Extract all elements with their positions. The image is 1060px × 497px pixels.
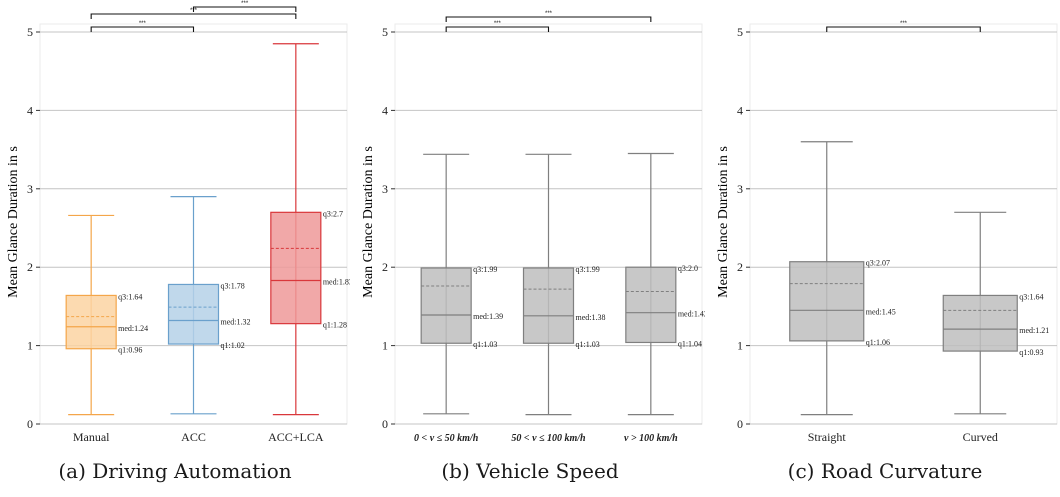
- chart-svg: 0 1 2 3 4 5 q3:1.99 med:1.39 q1:1.03 0 < v ≤ 50 k…: [382, 11, 705, 444]
- q1-label: q1:1.28: [323, 321, 347, 330]
- median-label: med:1.24: [118, 324, 148, 333]
- x-tick-label: 50 < v ≤ 100 km/h: [511, 433, 586, 444]
- y-tick-label: 3: [27, 182, 33, 196]
- q3-label: q3:2.0: [678, 264, 698, 273]
- q3-label: q3:1.99: [576, 265, 600, 274]
- q1-label: q1:1.06: [866, 338, 890, 347]
- iqr-box: [420, 267, 472, 344]
- median-label: med:1.32: [221, 318, 251, 327]
- q3-label: q3:1.64: [118, 292, 142, 301]
- chart-caption: (c) Road Curvature: [787, 459, 983, 483]
- plot-area: [749, 23, 1058, 425]
- iqr-box: [270, 211, 322, 325]
- chart-caption: (a) Driving Automation: [58, 459, 292, 483]
- y-tick-label: 4: [737, 103, 743, 117]
- q3-label: q3:2.07: [866, 259, 890, 268]
- y-tick-label: 5: [27, 25, 33, 39]
- significance-label: ***: [494, 21, 502, 27]
- significance-bracket: ***: [90, 21, 195, 32]
- x-tick-label: Straight: [808, 430, 847, 444]
- significance-label: ***: [241, 1, 249, 7]
- chart-svg: 0 1 2 3 4 5 q3:1.64 med:1.24 q1:0.96 Manual q3:1.7…: [27, 1, 350, 444]
- y-tick-label: 5: [382, 25, 388, 39]
- box-0-v-50-km-h: q3:1.99 med:1.39 q1:1.03: [420, 153, 503, 415]
- box-manual: q3:1.64 med:1.24 q1:0.96: [65, 214, 148, 416]
- y-axis-label: Mean Glance Duration in s: [6, 146, 21, 298]
- x-tick-label: Manual: [73, 430, 110, 444]
- iqr-box: [522, 267, 575, 344]
- median-label: med:1.42: [678, 310, 705, 319]
- y-axis-label: Mean Glance Duration in s: [361, 146, 376, 298]
- y-tick-label: 1: [737, 339, 743, 353]
- y-tick-label: 2: [27, 260, 33, 274]
- x-tick-label: Curved: [963, 430, 998, 444]
- bracket-line: [192, 6, 297, 12]
- iqr-box: [167, 283, 220, 345]
- q3-label: q3:1.64: [1019, 292, 1043, 301]
- significance-label: ***: [545, 11, 553, 17]
- median-label: med:1.83: [323, 278, 350, 287]
- iqr-box: [942, 294, 1018, 352]
- chart-panel-road-curvature: 0 1 2 3 4 5 q3:2.07 med:1.45 q1:1.06 Straight q3:1…: [710, 0, 1060, 497]
- significance-label: ***: [139, 21, 147, 27]
- iqr-box: [625, 266, 677, 344]
- box-curved: q3:1.64 med:1.21 q1:0.93: [942, 211, 1049, 415]
- bracket-line: [445, 26, 550, 32]
- y-tick-label: 1: [27, 339, 33, 353]
- y-axis-label: Mean Glance Duration in s: [716, 146, 731, 298]
- bracket-line: [826, 26, 981, 32]
- q1-label: q1:1.04: [678, 339, 702, 348]
- median-label: med:1.21: [1019, 326, 1049, 335]
- box-50-v-100-km-h: q3:1.99 med:1.38 q1:1.03: [522, 153, 606, 416]
- median-label: med:1.45: [866, 307, 896, 316]
- q1-label: q1:1.02: [221, 341, 245, 350]
- chart-panel-vehicle-speed: 0 1 2 3 4 5 q3:1.99 med:1.39 q1:1.03 0 < v ≤ 50 k…: [355, 0, 705, 497]
- y-tick-label: 3: [737, 182, 743, 196]
- q1-label: q1:1.03: [576, 340, 600, 349]
- y-tick-label: 0: [382, 417, 388, 431]
- x-tick-label: 0 < v ≤ 50 km/h: [414, 433, 479, 444]
- q1-label: q1:1.03: [473, 340, 497, 349]
- y-tick-label: 0: [737, 417, 743, 431]
- x-tick-label: v > 100 km/h: [624, 433, 678, 444]
- q1-label: q1:0.96: [118, 346, 142, 355]
- y-tick-label: 4: [27, 103, 33, 117]
- y-tick-label: 2: [737, 260, 743, 274]
- y-tick-label: 4: [382, 103, 388, 117]
- significance-bracket: ***: [192, 1, 297, 12]
- chart-panel-driving-automation: 0 1 2 3 4 5 q3:1.64 med:1.24 q1:0.96 Manual q3:1.7…: [0, 0, 350, 497]
- chart-caption: (b) Vehicle Speed: [441, 459, 619, 483]
- bracket-line: [445, 16, 652, 22]
- significance-label: ***: [900, 21, 908, 27]
- y-tick-label: 2: [382, 260, 388, 274]
- q3-label: q3:2.7: [323, 209, 343, 218]
- q1-label: q1:0.93: [1019, 348, 1043, 357]
- bracket-line: [90, 26, 195, 32]
- significance-bracket: ***: [826, 21, 981, 32]
- box-acc-lca: q3:2.7 med:1.83 q1:1.28: [270, 43, 350, 416]
- y-tick-label: 3: [382, 182, 388, 196]
- iqr-box: [65, 294, 117, 350]
- x-tick-label: ACC: [181, 430, 206, 444]
- q3-label: q3:1.78: [221, 281, 245, 290]
- y-tick-label: 0: [27, 417, 33, 431]
- chart-svg: 0 1 2 3 4 5 q3:2.07 med:1.45 q1:1.06 Straight q3:1…: [737, 21, 1058, 444]
- y-tick-label: 5: [737, 25, 743, 39]
- iqr-box: [789, 261, 865, 342]
- y-tick-label: 1: [382, 339, 388, 353]
- median-label: med:1.38: [576, 313, 606, 322]
- significance-bracket: ***: [445, 11, 652, 22]
- box-acc: q3:1.78 med:1.32 q1:1.02: [167, 196, 251, 415]
- x-tick-label: ACC+LCA: [268, 430, 324, 444]
- bracket-line: [90, 13, 297, 19]
- median-label: med:1.39: [473, 312, 503, 321]
- box-straight: q3:2.07 med:1.45 q1:1.06: [789, 141, 896, 416]
- q3-label: q3:1.99: [473, 265, 497, 274]
- significance-bracket: ***: [445, 21, 550, 32]
- box-v-100-km-h: q3:2.0 med:1.42 q1:1.04: [625, 152, 705, 416]
